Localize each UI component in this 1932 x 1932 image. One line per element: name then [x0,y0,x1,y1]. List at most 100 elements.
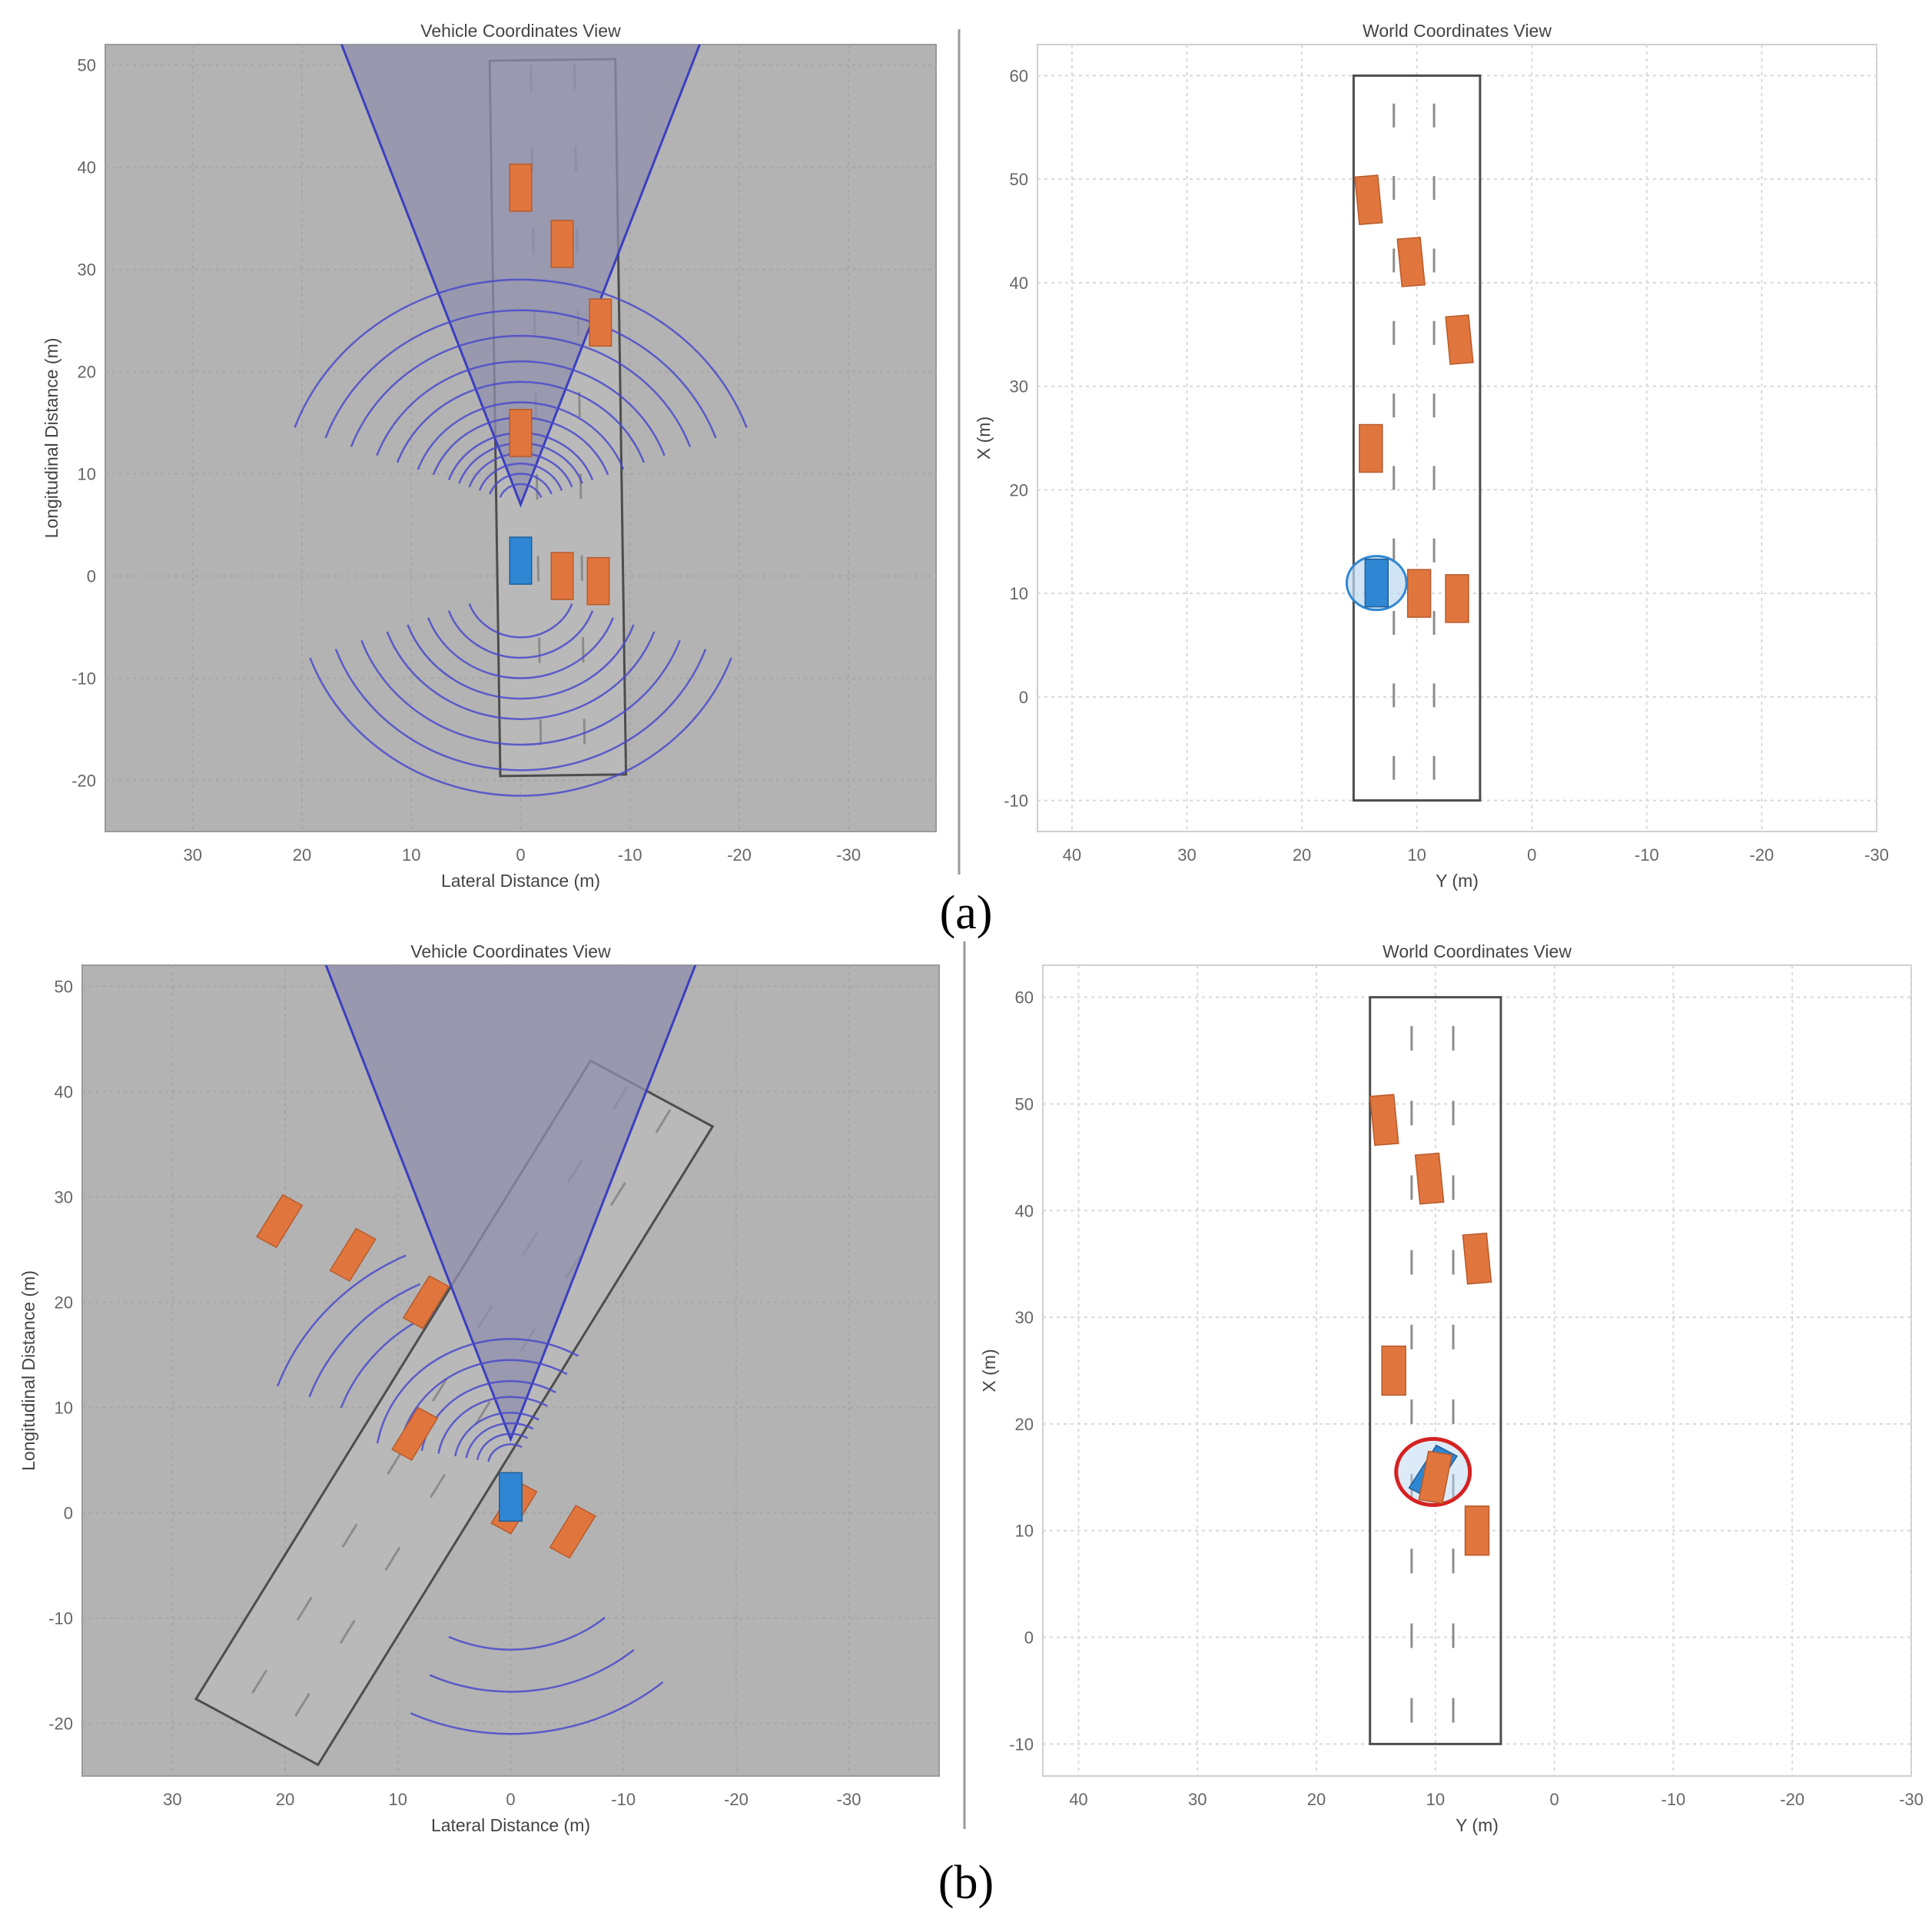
x-tick-label: 30 [1188,1790,1207,1809]
lane-marking [296,1596,313,1621]
detection-arc [489,473,553,495]
y-axis-label: X (m) [979,1349,999,1392]
y-tick-label: -10 [1009,1734,1034,1754]
caption-a: (a) [940,887,993,939]
x-tick-label: -30 [1864,845,1889,865]
y-tick-label: 0 [87,567,96,586]
ego-vehicle [509,536,533,585]
y-tick-label: 10 [55,1398,73,1417]
lane-marking [384,1546,401,1572]
x-tick-label: 0 [516,845,525,865]
detection-arc [476,1432,529,1460]
chart-title: World Coordinates View [1363,21,1552,41]
lane-marking [341,1523,358,1548]
x-tick-label: 20 [1293,845,1311,865]
plot-area [1042,964,1912,1777]
x-tick-label: -10 [1635,845,1659,865]
target-vehicle [509,409,533,457]
detection-arc [499,483,543,498]
detection-arc [429,1648,635,1693]
y-tick-label: 20 [1010,480,1028,500]
detection-arc [324,309,717,439]
detection-arc [376,360,666,456]
target-vehicle [1396,237,1426,287]
x-tick-label: -10 [1661,1790,1686,1809]
detection-arc [410,1681,664,1735]
target-vehicle [1445,574,1469,623]
lane-marking [609,1182,626,1207]
detection-arc [487,1443,523,1462]
caption-b: (b) [938,1857,994,1909]
x-tick-label: -10 [611,1790,636,1809]
y-tick-label: 20 [1015,1415,1034,1434]
y-tick-label: 40 [55,1082,73,1101]
target-vehicle [256,1193,304,1249]
y-tick-label: 30 [1015,1308,1034,1327]
y-tick-label: 50 [78,56,96,75]
target-vehicle [586,556,610,606]
lane-marking [431,1377,448,1403]
x-tick-label: 30 [1177,845,1196,865]
y-tick-label: -10 [1004,792,1028,811]
chart-a-vehicle-view: 30 20 10 0 -10 -20 -30 50 40 30 20 10 0 -10 -20 Vehicle… [41,21,937,891]
y-tick-label: 30 [78,261,96,280]
detection-arc [478,463,563,491]
y-tick-label: 50 [1015,1094,1034,1114]
x-axis-label: Y (m) [1436,871,1479,891]
x-tick-label: 10 [389,1790,407,1809]
y-tick-label: 0 [1024,1628,1034,1648]
chart-b-world-view: 40 30 20 10 0 -10 -20 -30 60 50 40 30 20 10 0 -10 World … [979,941,1924,1835]
lane-marking [339,1619,356,1644]
chart-title: World Coordinates View [1383,941,1572,961]
plot-content [1369,996,1502,1745]
x-tick-label: 30 [163,1790,181,1809]
x-tick-label: -30 [837,1790,861,1809]
y-tick-label: 60 [1015,988,1034,1007]
y-tick-label: 50 [1010,170,1028,189]
x-tick-label: 10 [402,845,420,865]
y-tick-label: 20 [78,363,96,382]
detection-arc [407,624,635,700]
target-vehicle [402,1275,450,1329]
sensor-coverage [324,965,697,1442]
y-axis-label: Longitudinal Distance (m) [18,1270,38,1471]
target-vehicle [1462,1232,1492,1285]
target-vehicle [1464,1505,1490,1556]
x-axis-label: Lateral Distance (m) [441,871,600,891]
target-vehicle [1406,569,1432,618]
ego-vehicle [1364,558,1389,608]
target-vehicle [1418,1450,1453,1505]
detection-arc [437,1396,548,1454]
target-vehicle [549,1504,596,1559]
x-tick-label: 40 [1063,845,1081,865]
chart-title: Vehicle Coordinates View [420,21,621,41]
x-tick-label: 0 [1527,845,1536,865]
chart-b-vehicle-view: 30 20 10 0 -10 -20 -30 50 40 30 20 10 0 -10 -20 Vehicle… [18,941,940,1835]
detection-arc [465,1422,534,1459]
target-vehicle [589,298,612,347]
x-tick-label: 20 [293,845,311,865]
y-axis-label: X (m) [974,417,994,460]
detection-arc [398,1359,568,1448]
target-vehicle [509,163,533,212]
lane-marking [474,1400,491,1426]
y-tick-label: -10 [48,1608,73,1628]
target-vehicle [391,1406,439,1461]
detection-arc [386,631,656,720]
x-tick-label: 20 [1307,1790,1326,1809]
detection-arc [334,649,707,772]
y-tick-label: -20 [71,772,96,791]
y-tick-label: -10 [71,669,96,689]
detection-arc [396,380,646,463]
y-tick-label: 20 [55,1293,73,1312]
detection-arc [294,278,748,428]
x-tick-label: 40 [1069,1790,1087,1809]
y-tick-label: 0 [1019,688,1028,707]
x-axis-label: Y (m) [1456,1815,1499,1835]
y-tick-label: 0 [64,1503,73,1522]
lane-marking [430,1473,446,1499]
road-boundary [1369,996,1502,1745]
plot-content [194,965,715,1767]
detection-arc [350,334,692,447]
